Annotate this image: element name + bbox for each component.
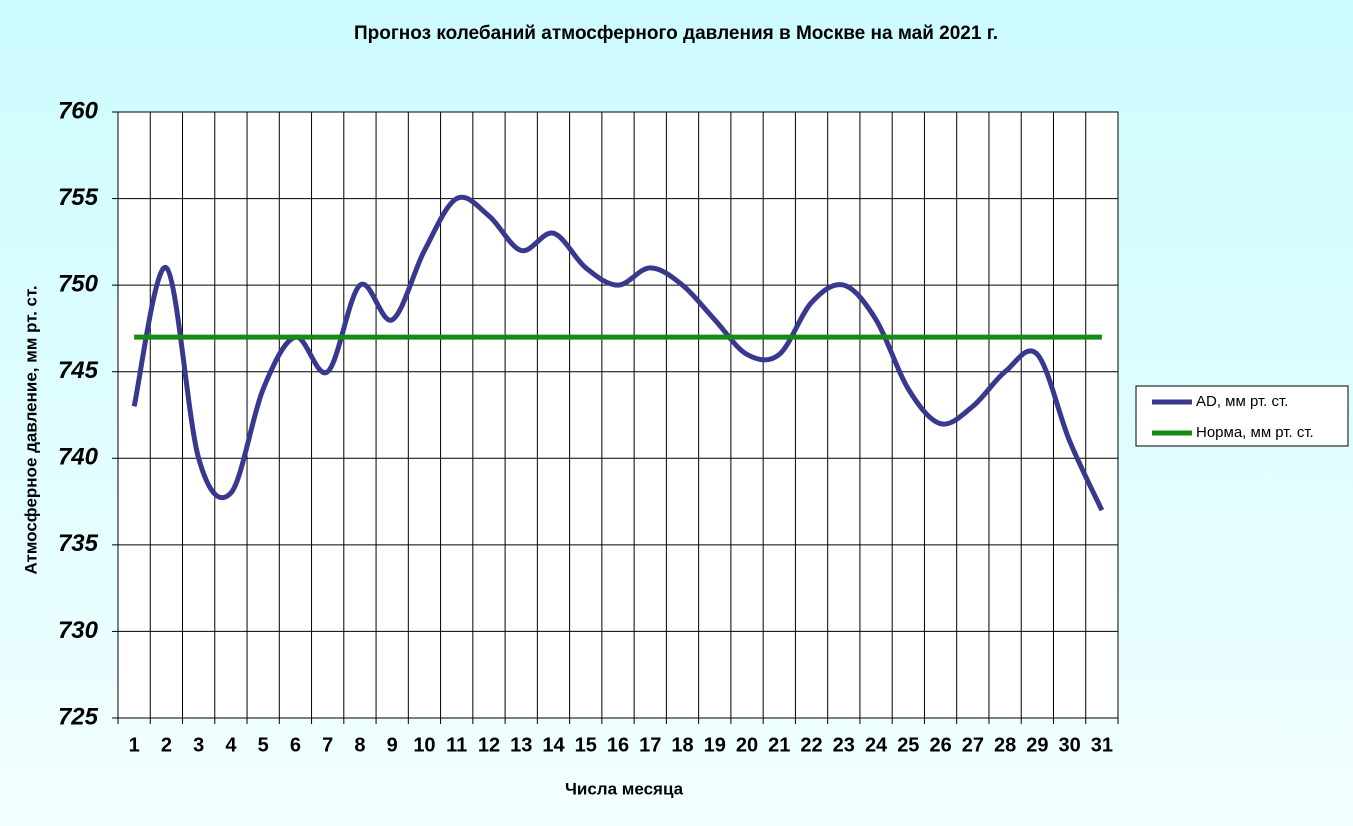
x-tick-label: 14 [542, 734, 565, 756]
x-tick-label: 26 [929, 734, 951, 756]
x-tick-label: 15 [575, 734, 597, 756]
x-tick-label: 29 [1026, 734, 1048, 756]
x-tick-label: 12 [478, 734, 500, 756]
x-tick-label: 22 [800, 734, 822, 756]
chart-title: Прогноз колебаний атмосферного давления … [354, 23, 998, 44]
x-tick-label: 3 [193, 734, 204, 756]
x-tick-label: 2 [161, 734, 172, 756]
x-tick-label: 1 [129, 734, 140, 756]
x-tick-label: 9 [387, 734, 398, 756]
x-tick-label: 7 [322, 734, 333, 756]
x-tick-label: 8 [354, 734, 365, 756]
x-tick-label: 4 [225, 734, 237, 756]
x-tick-label: 25 [897, 734, 919, 756]
x-axis-label: Числа месяца [565, 779, 684, 798]
y-tick-label: 760 [58, 97, 99, 124]
x-tick-label: 21 [768, 734, 790, 756]
x-tick-label: 23 [833, 734, 855, 756]
plot-area [117, 111, 1119, 719]
y-tick-label: 730 [58, 617, 99, 644]
x-tick-label: 16 [607, 734, 629, 756]
x-tick-label: 24 [865, 734, 888, 756]
x-tick-label: 6 [290, 734, 301, 756]
y-tick-label: 725 [58, 703, 99, 730]
x-tick-label: 30 [1058, 734, 1080, 756]
x-tick-label: 27 [962, 734, 984, 756]
x-tick-label: 10 [413, 734, 435, 756]
x-tick-label: 11 [446, 734, 467, 756]
legend-label: Норма, мм рт. ст. [1196, 424, 1314, 441]
y-axis-label: Атмосферное давление, мм рт. ст. [21, 285, 40, 574]
x-tick-label: 18 [671, 734, 693, 756]
x-tick-label: 19 [704, 734, 726, 756]
y-tick-label: 755 [58, 184, 99, 211]
x-tick-label: 17 [639, 734, 661, 756]
x-tick-label: 20 [736, 734, 758, 756]
x-tick-label: 28 [994, 734, 1016, 756]
y-tick-label: 750 [58, 270, 99, 297]
x-tick-label: 5 [258, 734, 269, 756]
legend-label: AD, мм рт. ст. [1196, 393, 1288, 410]
x-tick-label: 13 [510, 734, 532, 756]
line-series [131, 194, 1105, 512]
y-tick-label: 735 [58, 530, 99, 557]
x-tick-label: 31 [1091, 734, 1113, 756]
y-tick-label: 745 [58, 357, 99, 384]
y-tick-label: 740 [58, 444, 99, 471]
legend [1135, 385, 1349, 447]
